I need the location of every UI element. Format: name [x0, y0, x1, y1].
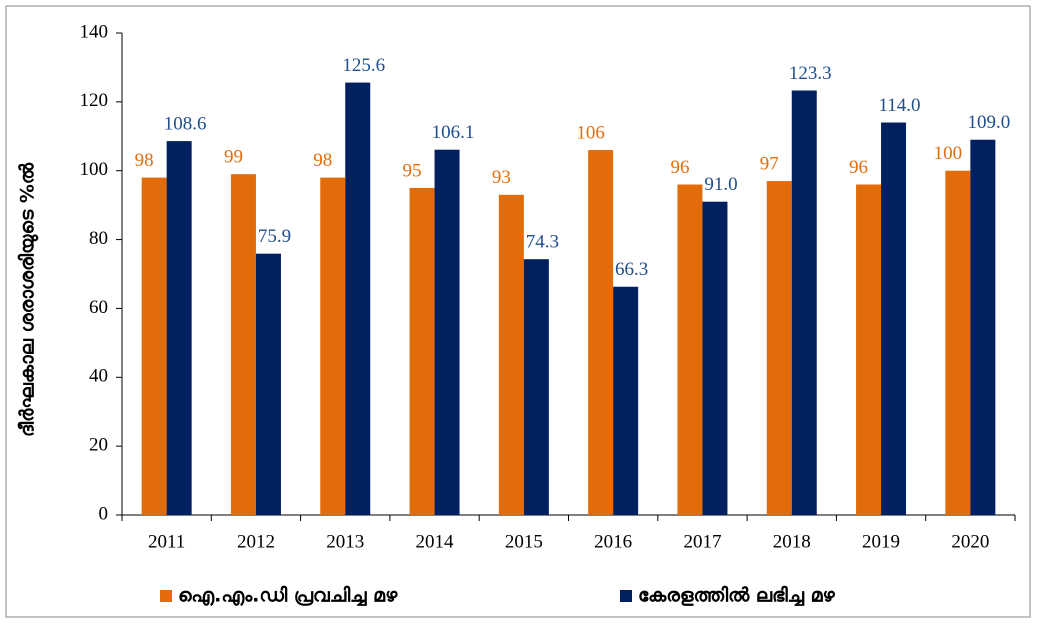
data-label: 108.6	[164, 113, 207, 134]
x-tick-label: 2018	[773, 531, 811, 552]
y-axis-label: ദീർഘകാല ശരാശരിയുടെ %ൽ	[17, 162, 40, 437]
x-tick-label: 2019	[862, 531, 900, 552]
legend-label: ഐ.എം.ഡി പ്രവചിച്ച മഴ	[178, 585, 398, 607]
data-label: 93	[492, 167, 511, 188]
x-tick-label: 2013	[326, 531, 364, 552]
data-label: 91.0	[704, 174, 737, 195]
data-label: 96	[849, 157, 868, 178]
data-label: 106	[576, 122, 605, 143]
bar	[141, 177, 167, 515]
y-tick-label: 60	[89, 297, 108, 318]
bar	[856, 184, 882, 515]
data-label: 106.1	[432, 122, 475, 143]
bar	[345, 82, 371, 515]
data-label: 114.0	[879, 95, 921, 116]
bar	[791, 90, 817, 515]
data-label: 74.3	[526, 232, 559, 253]
y-tick-label: 20	[89, 435, 108, 456]
data-label: 75.9	[258, 226, 291, 247]
x-tick-label: 2014	[416, 531, 455, 552]
x-tick-label: 2016	[594, 531, 632, 552]
legend-label: കേരളത്തിൽ ലഭിച്ച മഴ	[638, 585, 835, 607]
bar	[945, 170, 971, 515]
data-label: 97	[760, 153, 779, 174]
bar	[702, 201, 728, 515]
data-label: 98	[135, 150, 154, 171]
legend-swatch	[620, 590, 632, 602]
data-label: 66.3	[615, 259, 648, 280]
legend-swatch	[160, 590, 172, 602]
bar	[255, 253, 281, 516]
bar	[766, 181, 792, 516]
bar	[166, 141, 192, 515]
bar	[970, 139, 996, 515]
y-tick-label: 40	[89, 366, 108, 387]
data-label: 99	[224, 147, 243, 168]
x-tick-label: 2011	[148, 531, 185, 552]
x-tick-label: 2017	[683, 531, 721, 552]
bar	[677, 184, 703, 515]
bar	[881, 122, 907, 515]
bar	[434, 149, 460, 515]
bar	[320, 177, 346, 515]
bar	[498, 194, 524, 516]
x-tick-label: 2020	[951, 531, 989, 552]
data-label: 100	[934, 143, 963, 164]
y-tick-label: 120	[80, 90, 109, 111]
data-label: 125.6	[342, 55, 385, 76]
x-tick-label: 2012	[237, 531, 275, 552]
bar	[588, 150, 614, 516]
data-label: 123.3	[789, 63, 832, 84]
data-label: 96	[670, 157, 689, 178]
data-label: 98	[313, 150, 332, 171]
bar	[613, 286, 639, 515]
bar	[409, 187, 435, 515]
x-tick-label: 2015	[505, 531, 543, 552]
bar	[523, 259, 549, 515]
y-tick-label: 100	[80, 159, 109, 180]
bar	[230, 174, 256, 515]
y-tick-label: 140	[80, 21, 109, 42]
data-label: 109.0	[967, 112, 1010, 133]
y-tick-label: 0	[99, 503, 109, 524]
y-tick-label: 80	[89, 228, 108, 249]
data-label: 95	[403, 160, 422, 181]
